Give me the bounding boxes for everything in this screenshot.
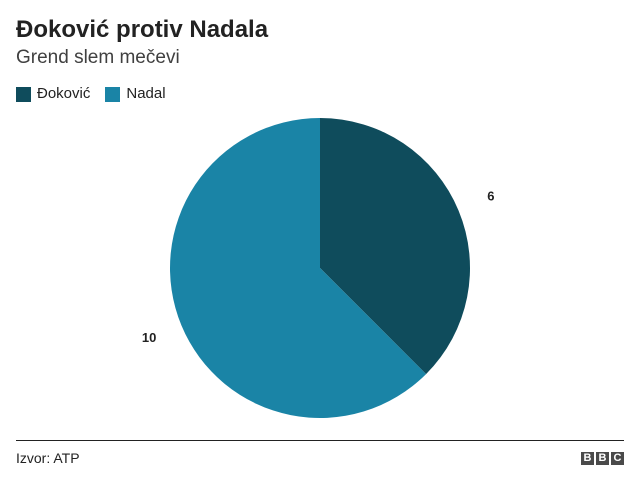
source-note: Izvor: ATP xyxy=(16,450,80,466)
legend-swatch-djokovic xyxy=(16,86,31,102)
legend-label-djokovic: Đoković xyxy=(37,85,91,102)
legend-item-djokovic: Đoković xyxy=(16,86,90,102)
chart-subtitle: Grend slem mečevi xyxy=(16,47,180,68)
legend-label-nadal: Nadal xyxy=(126,85,166,102)
logo-letter-b1: B xyxy=(581,452,594,465)
footer-rule xyxy=(16,440,624,441)
logo-letter-b2: B xyxy=(596,452,609,465)
legend: Đoković Nadal xyxy=(16,86,181,102)
logo-letter-c: C xyxy=(611,452,624,465)
bbc-logo: B B C xyxy=(579,452,624,465)
legend-swatch-nadal xyxy=(105,86,121,102)
data-label-nadal: 10 xyxy=(142,330,156,345)
chart-title: Đoković protiv Nadala xyxy=(16,16,269,43)
data-label-okovi: 6 xyxy=(487,189,494,204)
legend-item-nadal: Nadal xyxy=(105,85,166,102)
pie-slice-okovi xyxy=(320,118,470,375)
pie-slice-nadal xyxy=(169,118,427,418)
